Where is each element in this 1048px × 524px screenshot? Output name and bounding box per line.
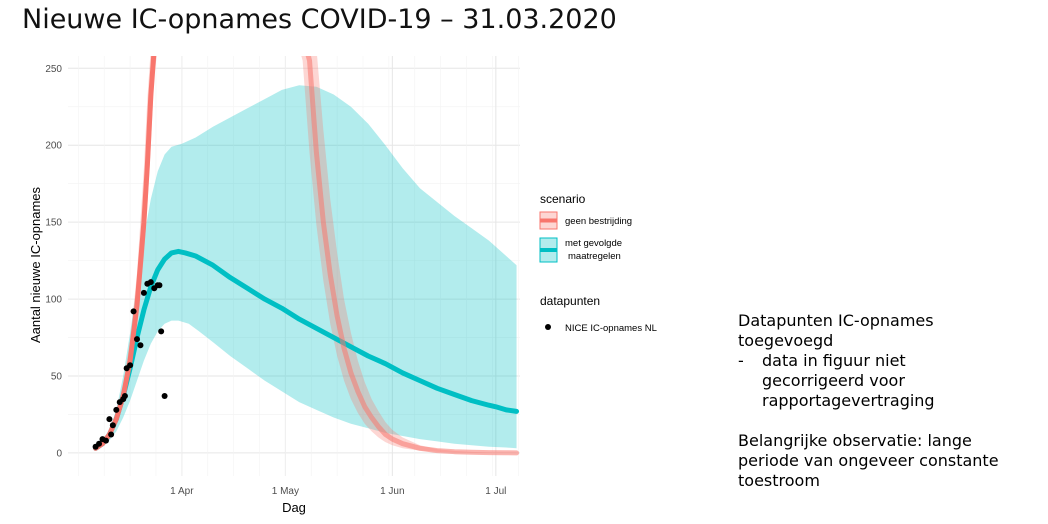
x-tick-label: 1 Apr xyxy=(170,486,194,497)
data-point xyxy=(127,362,134,369)
note-observation-line3: toestroom xyxy=(738,471,820,490)
data-point xyxy=(161,393,168,399)
band-1 xyxy=(301,56,517,453)
scenario-lines xyxy=(93,56,520,456)
data-point xyxy=(109,422,116,429)
data-point xyxy=(158,328,165,335)
x-tick-label: 1 May xyxy=(272,486,299,497)
data-point xyxy=(137,342,144,349)
legend-key-met-gevolgde-maatregelen xyxy=(539,237,558,263)
data-point xyxy=(113,406,120,413)
y-tick-label: 0 xyxy=(56,448,62,459)
legend-key-geen-bestrijding xyxy=(539,211,558,230)
legend-title-scenario: scenario xyxy=(540,192,586,206)
data-point xyxy=(108,431,115,438)
y-axis-ticks: 0 50 100 150 200 250 xyxy=(45,64,62,460)
note-bullet-line1: data in figuur niet xyxy=(762,351,906,370)
data-point xyxy=(147,279,154,286)
note-heading-line2: toegevoegd xyxy=(738,331,834,350)
data-point xyxy=(140,289,147,296)
data-point xyxy=(102,437,109,444)
note-bullet-line3: rapportagevertraging xyxy=(762,391,935,410)
legend-label-nice: NICE IC-opnames NL xyxy=(565,323,657,334)
x-tick-label: 1 Jun xyxy=(380,486,404,497)
legend-title-datapunten: datapunten xyxy=(540,294,600,308)
y-tick-label: 150 xyxy=(45,218,62,229)
plot-panel xyxy=(68,56,520,476)
data-point xyxy=(106,416,113,423)
y-tick-label: 250 xyxy=(45,64,62,75)
series-line-0 xyxy=(93,56,157,451)
y-tick-label: 200 xyxy=(45,141,62,152)
y-axis-title: Aantal nieuwe IC-opnames xyxy=(28,186,43,343)
band-2 xyxy=(95,85,517,450)
x-tick-label: 1 Jul xyxy=(485,486,506,497)
data-point xyxy=(96,440,103,447)
y-tick-label: 100 xyxy=(45,295,62,306)
legend-label-met-gevolgde: met gevolgde xyxy=(565,238,622,249)
data-point xyxy=(134,336,141,343)
note-observation-line1: Belangrijke observatie: lange xyxy=(738,431,972,450)
note-observation-line2: periode van ongeveer constante xyxy=(738,451,999,470)
nice-data-points xyxy=(92,279,168,450)
legend-key-nice-point xyxy=(545,324,551,330)
legend: scenario geen bestrijding met gevolgde m… xyxy=(539,192,657,334)
notes-panel: Datapunten IC-opnames toegevoegd - data i… xyxy=(738,311,1043,491)
note-bullet: - data in figuur niet xyxy=(738,351,1043,371)
data-point xyxy=(156,282,163,289)
note-heading-line1: Datapunten IC-opnames xyxy=(738,311,934,330)
y-tick-label: 50 xyxy=(51,372,63,383)
legend-label-maatregelen: maatregelen xyxy=(568,251,621,262)
series-line-1 xyxy=(305,56,520,456)
legend-label-geen-bestrijding: geen bestrijding xyxy=(565,216,632,227)
x-axis-ticks: 1 Apr 1 May 1 Jun 1 Jul xyxy=(170,486,506,497)
data-point xyxy=(121,393,128,399)
slide-title: Nieuwe IC-opnames COVID-19 – 31.03.2020 xyxy=(22,4,617,35)
note-bullet-line2: gecorrigeerd voor xyxy=(762,371,905,390)
series-line-2 xyxy=(93,248,520,451)
data-point xyxy=(130,308,137,315)
note-bullet-dash: - xyxy=(738,351,744,370)
x-axis-title: Dag xyxy=(282,500,306,515)
